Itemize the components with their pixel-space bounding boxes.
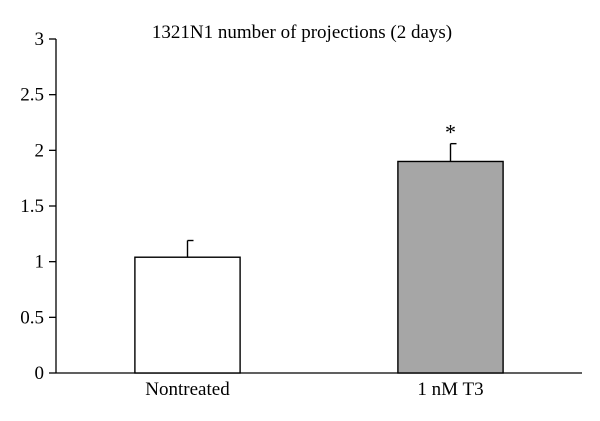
bar: [397, 160, 504, 374]
y-tick-label: 1: [35, 252, 45, 273]
significance-marker: *: [445, 120, 456, 145]
x-labels: Nontreated 1 nM T3: [145, 379, 483, 400]
y-tick-label: 3: [35, 29, 45, 50]
y-ticks: 0 0.5 1 1.5 2 2.5 3: [20, 29, 56, 384]
y-tick-label: 2.5: [20, 85, 44, 106]
bars: *: [134, 120, 504, 374]
chart-title: 1321N1 number of projections (2 days): [152, 22, 452, 43]
x-category-label: 1 nM T3: [417, 379, 483, 400]
y-tick-label: 0: [35, 363, 45, 384]
bar: [134, 256, 241, 374]
x-category-label: Nontreated: [145, 379, 230, 400]
y-tick-label: 2: [35, 140, 45, 161]
y-tick-label: 1.5: [20, 196, 44, 217]
y-tick-label: 0.5: [20, 307, 44, 328]
